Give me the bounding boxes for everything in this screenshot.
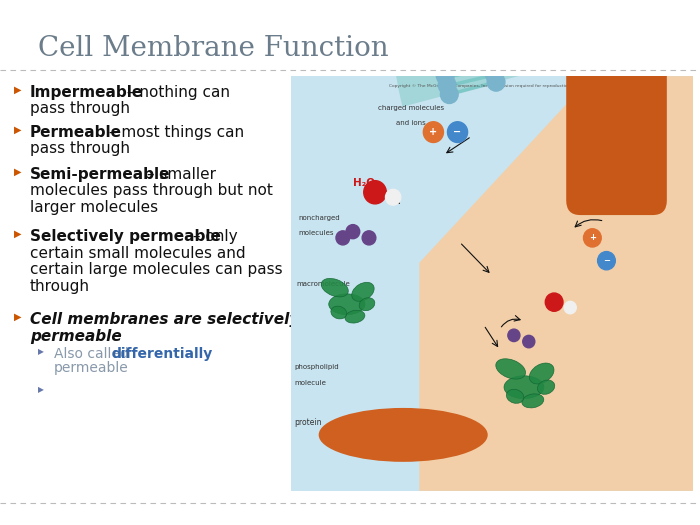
Circle shape [431,0,449,9]
Circle shape [431,29,449,47]
Text: Selectively permeable: Selectively permeable [30,229,221,244]
Circle shape [480,0,497,3]
Text: protein: protein [295,418,322,427]
Polygon shape [419,76,693,491]
Text: – most things can: – most things can [104,125,244,140]
Ellipse shape [506,390,524,403]
Text: ▶: ▶ [14,312,22,322]
Text: ▶: ▶ [14,229,22,239]
Text: molecules: molecules [298,230,334,236]
Ellipse shape [522,394,544,408]
Text: charged molecules: charged molecules [378,105,444,111]
Text: ▶: ▶ [14,85,22,95]
Text: ▶: ▶ [38,347,44,356]
Circle shape [480,25,497,44]
Ellipse shape [345,310,365,323]
Text: ▶: ▶ [14,125,22,135]
Text: certain small molecules and: certain small molecules and [30,246,246,260]
Polygon shape [391,0,672,107]
Text: – smaller: – smaller [142,167,216,182]
Circle shape [598,251,615,270]
Circle shape [362,231,376,245]
Text: certain large molecules can pass: certain large molecules can pass [30,262,283,277]
Circle shape [336,231,350,245]
Ellipse shape [529,363,554,384]
Text: −: − [603,256,610,265]
Text: molecule: molecule [295,380,326,386]
Ellipse shape [504,376,544,398]
Text: macromolecule: macromolecule [297,281,350,287]
Circle shape [436,67,454,85]
Circle shape [433,38,450,57]
Circle shape [564,301,576,314]
Ellipse shape [351,282,374,301]
Text: pass through: pass through [30,101,130,117]
Text: permeable: permeable [54,361,129,375]
Circle shape [438,76,456,94]
Circle shape [479,0,497,11]
Ellipse shape [359,298,375,311]
Circle shape [484,57,501,76]
Circle shape [346,225,360,239]
Text: ▶: ▶ [14,167,22,177]
Circle shape [480,33,498,51]
Circle shape [479,17,497,35]
Text: Semi-permeable: Semi-permeable [30,167,171,182]
Circle shape [523,335,535,348]
Text: phospholipid: phospholipid [295,364,339,370]
Circle shape [479,1,496,19]
Circle shape [435,57,452,76]
Ellipse shape [496,359,526,379]
Text: Copyright © The McGraw-Hill Companies, Inc. Permission required for reproduction: Copyright © The McGraw-Hill Companies, I… [389,83,594,88]
Text: −: − [454,127,461,137]
Circle shape [487,73,505,91]
Circle shape [440,85,458,103]
Text: Also called: Also called [54,347,133,361]
Ellipse shape [318,408,488,462]
Ellipse shape [538,380,554,394]
Circle shape [482,49,500,67]
Text: through: through [30,278,90,293]
Circle shape [433,48,451,66]
Circle shape [431,19,449,38]
Text: Permeable: Permeable [30,125,122,140]
Text: permeable: permeable [30,329,122,343]
Ellipse shape [331,306,346,319]
Text: pass through: pass through [30,142,130,156]
Circle shape [424,122,444,142]
Circle shape [584,229,601,247]
Circle shape [430,0,448,18]
Text: Cell membranes are selectively: Cell membranes are selectively [30,312,300,327]
Text: differentially: differentially [111,347,212,361]
Circle shape [479,9,496,27]
Text: +: + [429,127,438,137]
Text: larger molecules: larger molecules [30,200,158,215]
Circle shape [481,41,499,59]
Text: and ions: and ions [396,120,426,125]
Text: H₂O: H₂O [353,178,375,188]
Ellipse shape [321,278,349,297]
Circle shape [430,10,448,28]
FancyBboxPatch shape [566,54,667,215]
Circle shape [485,65,503,83]
Circle shape [508,329,520,342]
Text: ▶: ▶ [38,385,44,394]
Circle shape [386,190,401,205]
Circle shape [447,122,468,142]
Text: – nothing can: – nothing can [122,85,230,100]
Text: +: + [589,234,596,243]
Text: noncharged: noncharged [298,215,340,221]
Text: – only: – only [188,229,237,244]
Text: Impermeable: Impermeable [30,85,143,100]
Text: molecules pass through but not: molecules pass through but not [30,184,273,198]
Circle shape [364,181,386,204]
Ellipse shape [329,294,365,314]
Text: Cell Membrane Function: Cell Membrane Function [38,35,388,62]
Circle shape [545,293,563,311]
